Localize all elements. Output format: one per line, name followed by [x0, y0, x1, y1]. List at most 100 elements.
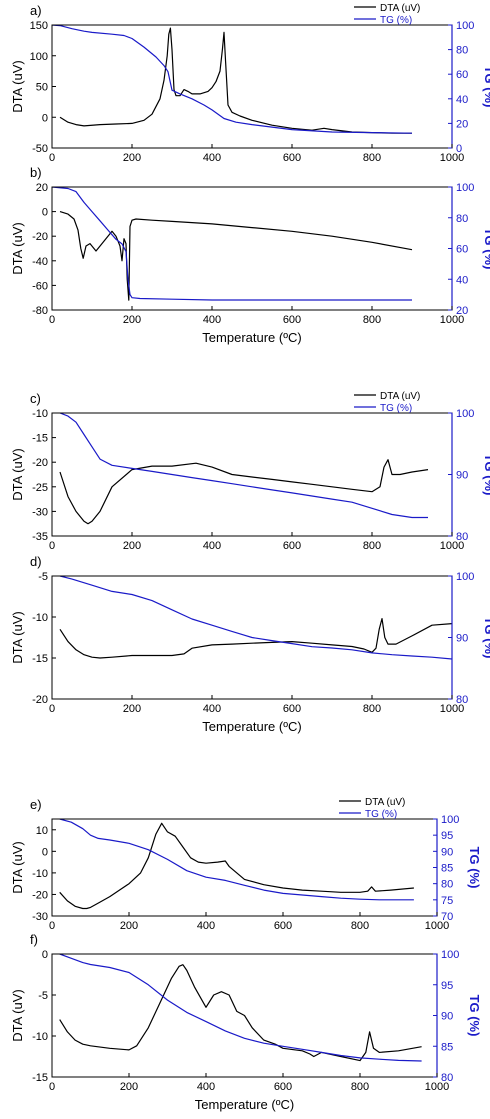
x-tick-label: 400 [203, 314, 221, 326]
y-tick-label: -10 [32, 612, 48, 624]
x-tick-label: 200 [123, 540, 141, 552]
x-tick-label: 600 [283, 703, 301, 715]
x-tick-label: 800 [363, 540, 381, 552]
y2-tick-label: 90 [441, 846, 453, 858]
y2-tick-label: 80 [441, 1072, 453, 1084]
legend: DTA (uV)TG (%) [339, 797, 405, 820]
y-tick-label: -20 [32, 231, 48, 243]
tg-series-line [59, 954, 422, 1062]
y-tick-label: -60 [32, 280, 48, 292]
dta-series-line [59, 211, 413, 301]
x-axis-label: Temperature (ºC) [202, 719, 301, 734]
y-tick-label: -15 [32, 433, 48, 445]
x-tick-label: 600 [283, 314, 301, 326]
y2-tick-label: 40 [456, 274, 468, 286]
x-tick-label: 600 [274, 1081, 292, 1093]
x-tick-label: 1000 [440, 314, 464, 326]
x-tick-label: 600 [283, 540, 301, 552]
y2-axis-label: TG (%) [482, 454, 490, 496]
y-tick-label: -50 [32, 143, 48, 155]
dta-series-line [59, 618, 452, 659]
x-tick-label: 1000 [425, 920, 449, 932]
legend-entry: TG (%) [365, 809, 397, 820]
x-tick-label: 0 [49, 314, 55, 326]
y-tick-label: 0 [42, 112, 48, 124]
y2-tick-label: 85 [441, 1041, 453, 1053]
x-tick-label: 200 [120, 1081, 138, 1093]
panel-e: 0 200 400 600 800 1000 -30 -20 -10 0 10 70 75 80 85 90 9… [10, 797, 482, 932]
y-tick-label: 10 [36, 825, 48, 837]
x-tick-label: 200 [120, 920, 138, 932]
y-tick-label: -40 [32, 256, 48, 268]
y2-tick-label: 85 [441, 863, 453, 875]
x-tick-label: 400 [203, 703, 221, 715]
y2-tick-label: 80 [456, 213, 468, 225]
y-tick-label: 100 [30, 51, 48, 63]
panel-d: 0 200 400 600 800 1000 -20 -15 -10 -5 80 90 100 DTA (… [10, 554, 490, 734]
y-tick-label: -30 [32, 911, 48, 923]
x-tick-label: 800 [363, 314, 381, 326]
x-tick-label: 0 [49, 540, 55, 552]
y-tick-label: 50 [36, 82, 48, 94]
y2-tick-label: 100 [441, 814, 459, 826]
y2-tick-label: 100 [441, 949, 459, 961]
x-tick-label: 0 [49, 1081, 55, 1093]
x-axis-label: Temperature (ºC) [202, 330, 301, 345]
x-tick-label: 400 [203, 540, 221, 552]
y-tick-label: 0 [42, 207, 48, 219]
y2-tick-label: 40 [456, 94, 468, 106]
y-axis-label: DTA (uV) [10, 222, 25, 275]
y2-tick-label: 60 [456, 69, 468, 81]
y2-tick-label: 90 [456, 633, 468, 645]
y2-axis-label: TG (%) [482, 617, 490, 659]
y-axis-label: DTA (uV) [10, 611, 25, 664]
plot-frame [51, 24, 453, 149]
legend-entry: TG (%) [380, 403, 412, 414]
y2-tick-label: 95 [441, 980, 453, 992]
panel-letter: a) [30, 3, 42, 18]
y-tick-label: -35 [32, 531, 48, 543]
x-tick-label: 800 [363, 152, 381, 164]
y2-tick-label: 70 [441, 911, 453, 923]
y2-tick-label: 0 [456, 143, 462, 155]
x-tick-label: 1000 [440, 540, 464, 552]
dta-series-line [59, 822, 414, 910]
y2-axis-label: TG (%) [482, 66, 490, 108]
x-tick-label: 600 [274, 920, 292, 932]
dta-series-line [59, 459, 429, 525]
y2-tick-label: 20 [456, 305, 468, 317]
tg-series-line [52, 25, 413, 134]
panel-letter: e) [30, 797, 42, 812]
y2-tick-label: 90 [441, 1011, 453, 1023]
y-tick-label: 0 [42, 846, 48, 858]
y-tick-label: -25 [32, 482, 48, 494]
x-tick-label: 1000 [440, 152, 464, 164]
y2-tick-label: 75 [441, 895, 453, 907]
x-tick-label: 200 [123, 703, 141, 715]
x-tick-label: 1000 [425, 1081, 449, 1093]
y2-tick-label: 80 [456, 45, 468, 57]
x-tick-label: 800 [351, 920, 369, 932]
x-tick-label: 200 [123, 314, 141, 326]
y2-tick-label: 80 [441, 879, 453, 891]
legend-entry: DTA (uV) [380, 3, 420, 14]
panel-c: 0 200 400 600 800 1000 -35 -30 -25 -20 -15 -10 80 90 1… [10, 391, 490, 552]
panel-a: 0 200 400 600 800 1000-5005010015002040608010… [10, 3, 490, 164]
panel-f: 0 200 400 600 800 1000 -15 -10 -5 0 80 85 90 95 100 DTA… [10, 932, 482, 1112]
x-tick-label: 200 [123, 152, 141, 164]
tg-series-line [59, 576, 452, 660]
panel-b: 0 200 400 600 800 1000 -80 -60 -40 -20 0 20 20 40 60 80… [10, 165, 490, 345]
y-tick-label: -20 [32, 457, 48, 469]
x-tick-label: 0 [49, 152, 55, 164]
y-tick-label: 0 [42, 949, 48, 961]
panel-letter: b) [30, 165, 42, 180]
x-tick-label: 1000 [440, 703, 464, 715]
y-tick-label: -5 [38, 571, 48, 583]
y-tick-label: -10 [32, 1031, 48, 1043]
y-tick-label: -20 [32, 694, 48, 706]
x-tick-label: 800 [351, 1081, 369, 1093]
y-tick-label: -5 [38, 990, 48, 1002]
y2-tick-label: 20 [456, 118, 468, 130]
panel-letter: f) [30, 932, 38, 947]
